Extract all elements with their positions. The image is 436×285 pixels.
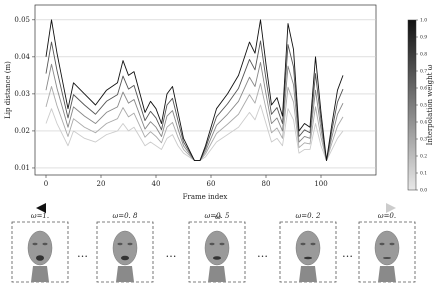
- arrow-label: ω: [215, 213, 221, 221]
- data-line: [45, 83, 344, 162]
- eye: [379, 242, 385, 246]
- y-tick-label: 0.02: [14, 127, 30, 135]
- head: [374, 230, 400, 266]
- mouth: [304, 256, 312, 260]
- mouth: [121, 255, 129, 261]
- colorbar: [407, 19, 417, 191]
- eye: [127, 242, 133, 246]
- neck: [116, 266, 134, 282]
- x-tick-label: 0: [44, 180, 48, 188]
- data-line: [45, 61, 344, 162]
- head: [112, 230, 138, 266]
- eye: [42, 242, 48, 246]
- x-tick-label: 80: [262, 180, 271, 188]
- colorbar-tick-label: 0.2: [420, 154, 427, 160]
- ellipsis: …: [77, 247, 88, 260]
- data-line: [45, 40, 344, 162]
- arrow-head: [36, 203, 46, 213]
- head: [27, 230, 53, 266]
- colorbar-tick-label: 1.0: [420, 18, 427, 24]
- neck: [208, 266, 226, 282]
- neck: [378, 266, 396, 282]
- eye: [32, 242, 38, 246]
- colorbar-tick-label: 0.0: [420, 188, 427, 194]
- face-label: ω=0. 2: [296, 212, 321, 220]
- y-axis-label: Lip distance (m): [4, 61, 12, 119]
- x-tick-label: 20: [97, 180, 106, 188]
- colorbar-tick-label: 0.4: [420, 120, 427, 126]
- eye: [209, 242, 215, 246]
- data-line: [45, 104, 344, 162]
- face-label: ω=0. 5: [205, 212, 230, 220]
- y-tick-label: 0.01: [14, 164, 30, 172]
- eye: [300, 242, 306, 246]
- neck: [31, 266, 49, 282]
- neck: [299, 266, 317, 282]
- face-label: ω=0. 8: [113, 212, 138, 220]
- y-tick-label: 0.03: [14, 90, 30, 98]
- colorbar-tick-label: 0.8: [420, 52, 427, 58]
- eye: [219, 242, 225, 246]
- ellipsis: …: [342, 247, 353, 260]
- x-tick-label: 40: [152, 180, 161, 188]
- x-tick-label: 100: [314, 180, 327, 188]
- eye: [389, 242, 395, 246]
- ellipsis: …: [166, 247, 177, 260]
- arrow-head: [386, 203, 396, 213]
- x-tick-label: 60: [207, 180, 216, 188]
- colorbar-tick-label: 0.1: [420, 171, 427, 177]
- y-tick-label: 0.05: [14, 16, 30, 24]
- colorbar-tick-label: 0.5: [420, 103, 427, 109]
- head: [204, 230, 230, 266]
- colorbar-label: Interpolation weight ω: [426, 64, 434, 145]
- eye: [117, 242, 123, 246]
- mouth: [36, 255, 44, 261]
- x-axis-label: Frame index: [183, 193, 228, 201]
- colorbar-tick-label: 0.3: [420, 137, 427, 143]
- face-label: ω=1.: [31, 212, 49, 220]
- colorbar-tick-label: 0.9: [420, 35, 427, 41]
- eye: [310, 242, 316, 246]
- y-tick-label: 0.04: [14, 53, 30, 61]
- colorbar-tick-label: 0.7: [420, 69, 427, 75]
- face-label: ω=0.: [378, 212, 396, 220]
- ellipsis: …: [257, 247, 268, 260]
- mouth: [213, 256, 221, 260]
- plot-frame: [34, 4, 377, 176]
- data-line: [45, 19, 344, 162]
- colorbar-tick-label: 0.6: [420, 86, 427, 92]
- mouth: [383, 257, 391, 259]
- head: [295, 230, 321, 266]
- faces: ω=1. … ω=0. 8 … ω=0. 5 … ω=0. 2 … ω=0.: [11, 212, 416, 283]
